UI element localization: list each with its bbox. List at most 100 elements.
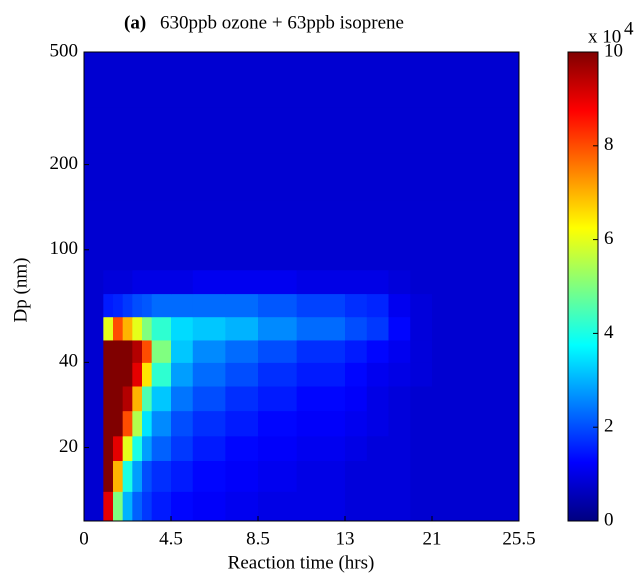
heatmap-cell — [192, 362, 226, 387]
heatmap-cell — [142, 491, 153, 522]
heatmap-cell — [366, 339, 389, 363]
title-tag: (a) — [124, 12, 146, 33]
heatmap-cell — [113, 152, 124, 201]
heatmap-cell — [122, 106, 133, 154]
heatmap-cell — [225, 339, 259, 363]
heatmap-cell — [122, 386, 133, 412]
heatmap-cell — [410, 435, 433, 461]
heatmap-cell — [366, 52, 389, 108]
x-tick-label: 0 — [79, 528, 89, 549]
heatmap-cell — [388, 293, 411, 318]
heatmap-cell — [84, 339, 104, 363]
heatmap-cell — [225, 269, 259, 295]
heatmap-cell — [345, 386, 368, 412]
heatmap-cell — [171, 339, 194, 363]
heatmap-cell — [171, 460, 194, 492]
heatmap-cell — [432, 435, 520, 461]
heatmap-cell — [296, 199, 346, 239]
y-axis-label: Dp (nm) — [10, 258, 31, 323]
heatmap-cell — [103, 52, 114, 108]
heatmap-cell — [410, 269, 433, 295]
heatmap-cell — [113, 293, 124, 318]
x-tick-label: 25.5 — [502, 528, 535, 549]
heatmap-cell — [258, 106, 298, 154]
heatmap-cell — [258, 52, 298, 108]
heatmap-cell — [171, 238, 194, 271]
heatmap-cell — [192, 316, 226, 341]
heatmap-cell — [142, 362, 153, 387]
heatmap-cell — [142, 386, 153, 412]
heatmap-cell — [132, 386, 143, 412]
heatmap-cell — [103, 152, 114, 201]
chart-title: 630ppb ozone + 63ppb isoprene — [160, 12, 404, 33]
heatmap-cell — [84, 316, 104, 341]
heatmap-cell — [345, 491, 368, 522]
heatmap-cell — [432, 339, 520, 363]
heatmap-cell — [122, 410, 133, 437]
heatmap-cell — [366, 435, 389, 461]
heatmap-cell — [113, 362, 124, 387]
heatmap-cell — [410, 199, 433, 239]
heatmap-cell — [258, 269, 298, 295]
heatmap-cell — [142, 339, 153, 363]
colorbar-tick-label: 4 — [604, 322, 614, 343]
heatmap-cell — [113, 435, 124, 461]
plot-frame — [83, 51, 520, 522]
heatmap-cell — [258, 339, 298, 363]
heatmap-cell — [410, 339, 433, 363]
heatmap — [84, 52, 520, 522]
heatmap-cell — [388, 52, 411, 108]
heatmap-cell — [151, 362, 172, 387]
heatmap-cell — [345, 339, 368, 363]
heatmap-cell — [258, 293, 298, 318]
heatmap-cell — [113, 269, 124, 295]
heatmap-cell — [132, 106, 143, 154]
heatmap-cell — [225, 106, 259, 154]
heatmap-cell — [142, 199, 153, 239]
heatmap-cell — [388, 316, 411, 341]
heatmap-cell — [103, 491, 114, 522]
heatmap-cell — [432, 152, 520, 201]
heatmap-cell — [432, 52, 520, 108]
heatmap-cell — [432, 460, 520, 492]
heatmap-cell — [142, 269, 153, 295]
heatmap-cell — [366, 269, 389, 295]
heatmap-cell — [84, 269, 104, 295]
heatmap-cell — [296, 269, 346, 295]
heatmap-cell — [151, 339, 172, 363]
heatmap-cell — [103, 293, 114, 318]
colorbar-tick-label: 8 — [604, 134, 614, 155]
heatmap-cell — [171, 269, 194, 295]
heatmap-cell — [225, 410, 259, 437]
heatmap-cell — [432, 316, 520, 341]
heatmap-cell — [122, 362, 133, 387]
heatmap-cell — [103, 339, 114, 363]
x-tick-label: 21 — [423, 528, 442, 549]
heatmap-cell — [142, 52, 153, 108]
heatmap-cell — [296, 152, 346, 201]
heatmap-cell — [84, 386, 104, 412]
heatmap-cell — [388, 435, 411, 461]
heatmap-cell — [103, 435, 114, 461]
heatmap-cell — [103, 386, 114, 412]
heatmap-cell — [103, 460, 114, 492]
heatmap-cell — [225, 435, 259, 461]
heatmap-cell — [142, 238, 153, 271]
heatmap-cell — [366, 316, 389, 341]
heatmap-cell — [410, 152, 433, 201]
heatmap-cell — [113, 106, 124, 154]
heatmap-cell — [113, 491, 124, 522]
x-tick-label: 4.5 — [159, 528, 183, 549]
heatmap-cell — [258, 491, 298, 522]
heatmap-cell — [151, 106, 172, 154]
heatmap-cell — [122, 52, 133, 108]
heatmap-cell — [225, 52, 259, 108]
heatmap-cell — [142, 316, 153, 341]
heatmap-cell — [296, 362, 346, 387]
heatmap-cell — [296, 52, 346, 108]
heatmap-cell — [84, 238, 104, 271]
heatmap-cell — [345, 106, 368, 154]
heatmap-cell — [432, 491, 520, 522]
heatmap-cell — [366, 238, 389, 271]
